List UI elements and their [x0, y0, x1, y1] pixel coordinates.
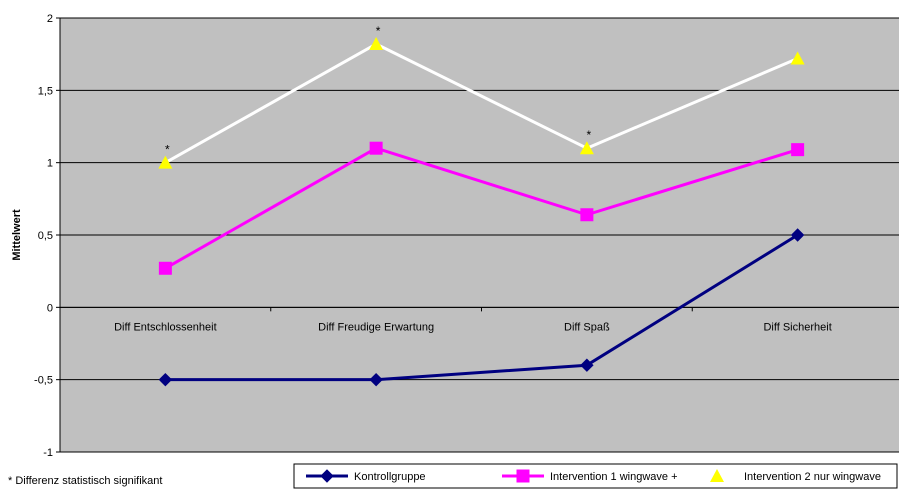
series-2-point	[791, 143, 805, 157]
legend-item-1: Kontrollgruppe	[306, 469, 426, 483]
y-tick-label: 1,5	[38, 85, 53, 97]
category-labels: Diff Entschlossenheit Diff Freudige Erwar…	[114, 321, 832, 333]
series-3-point	[579, 141, 594, 155]
y-tick-label: 0	[47, 302, 53, 314]
legend-label: Intervention 2 nur wingwave	[744, 471, 881, 483]
legend-item-2: Intervention 1 wingwave +	[502, 469, 678, 483]
series-3-point	[158, 155, 173, 169]
footnote: * Differenz statistisch signifikant	[8, 475, 162, 487]
series-line-3	[164, 42, 799, 164]
significance-star: *	[376, 24, 381, 38]
legend-item-3: Intervention 2 nur wingwave	[710, 469, 881, 483]
series-1-point	[790, 228, 805, 242]
series-lines	[164, 42, 799, 382]
significance-star: *	[587, 128, 592, 142]
legend-marker	[320, 469, 334, 483]
significance-star: *	[165, 143, 170, 157]
legend-marker	[516, 469, 530, 483]
series-2-point	[158, 261, 172, 275]
legend: Kontrollgruppe Intervention 1 wingwave + I…	[293, 463, 898, 489]
significance-annotations: * * *	[165, 24, 592, 157]
y-tick-label: 2	[47, 13, 53, 25]
series-1-point	[158, 372, 173, 387]
legend-marker	[710, 469, 724, 482]
series-2-point	[369, 141, 383, 155]
series-2-point	[580, 208, 594, 222]
y-tick-label: -1	[43, 447, 53, 459]
category-label: Diff Freudige Erwartung	[318, 321, 434, 333]
series-line-1	[165, 233, 799, 382]
legend-label: Kontrollgruppe	[354, 471, 426, 483]
series-3-point	[790, 51, 805, 65]
legend-box	[293, 463, 898, 489]
category-label: Diff Sicherheit	[763, 321, 831, 333]
series-markers	[158, 37, 805, 387]
y-axis-ticks: 2 1,5 1 0,5 0 -0,5 -1	[34, 13, 899, 459]
y-tick-label: 0,5	[38, 230, 53, 242]
gridlines	[60, 17, 899, 453]
y-tick-label: -0,5	[34, 375, 53, 387]
series-1-point	[369, 372, 383, 387]
y-axis-label: Mittelwert	[11, 209, 23, 261]
category-label: Diff Entschlossenheit	[114, 321, 217, 333]
series-line-2	[164, 146, 799, 270]
legend-label: Intervention 1 wingwave +	[550, 471, 678, 483]
y-tick-label: 1	[47, 158, 53, 170]
series-3-point	[369, 37, 384, 51]
series-1-point	[580, 358, 594, 372]
category-label: Diff Spaß	[564, 321, 610, 333]
